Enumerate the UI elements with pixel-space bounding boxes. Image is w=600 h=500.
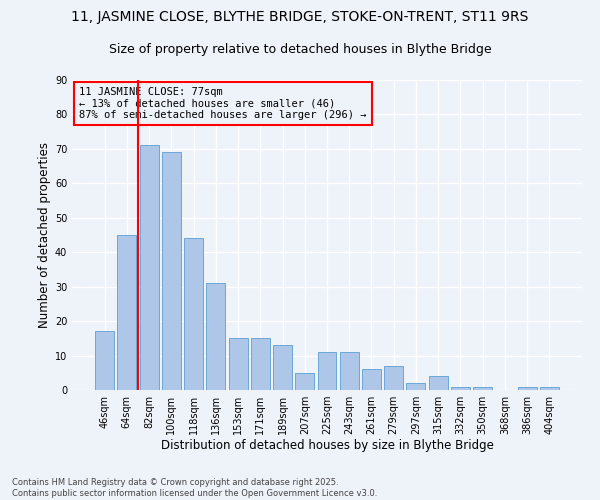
Bar	[162, 152, 181, 390]
Bar	[340, 352, 359, 390]
Bar	[540, 386, 559, 390]
Text: 11 JASMINE CLOSE: 77sqm
← 13% of detached houses are smaller (46)
87% of semi-de: 11 JASMINE CLOSE: 77sqm ← 13% of detache…	[79, 87, 367, 120]
Text: 11, JASMINE CLOSE, BLYTHE BRIDGE, STOKE-ON-TRENT, ST11 9RS: 11, JASMINE CLOSE, BLYTHE BRIDGE, STOKE-…	[71, 10, 529, 24]
Bar	[451, 386, 470, 390]
Y-axis label: Number of detached properties: Number of detached properties	[38, 142, 50, 328]
Bar	[206, 283, 225, 390]
Bar	[384, 366, 403, 390]
Bar	[251, 338, 270, 390]
Bar	[95, 332, 114, 390]
Text: Contains HM Land Registry data © Crown copyright and database right 2025.
Contai: Contains HM Land Registry data © Crown c…	[12, 478, 377, 498]
Bar	[273, 345, 292, 390]
Bar	[473, 386, 492, 390]
Bar	[406, 383, 425, 390]
Bar	[518, 386, 536, 390]
Bar	[140, 146, 158, 390]
Text: Size of property relative to detached houses in Blythe Bridge: Size of property relative to detached ho…	[109, 42, 491, 56]
Bar	[229, 338, 248, 390]
Bar	[429, 376, 448, 390]
Bar	[317, 352, 337, 390]
Bar	[362, 370, 381, 390]
Bar	[295, 373, 314, 390]
X-axis label: Distribution of detached houses by size in Blythe Bridge: Distribution of detached houses by size …	[161, 438, 493, 452]
Bar	[184, 238, 203, 390]
Bar	[118, 235, 136, 390]
